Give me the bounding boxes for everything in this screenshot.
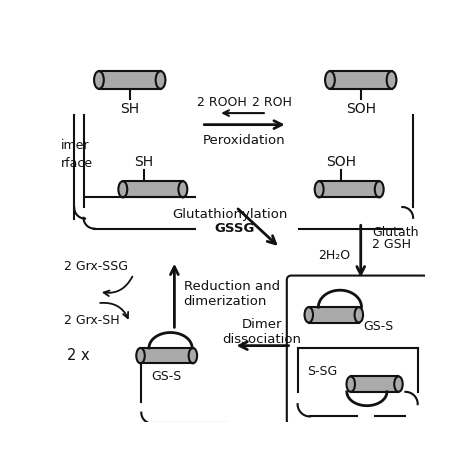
Ellipse shape	[315, 181, 324, 197]
Ellipse shape	[387, 71, 396, 89]
Ellipse shape	[346, 376, 355, 392]
Text: 2 Grx-SH: 2 Grx-SH	[64, 314, 120, 328]
Bar	[123, 181, 183, 197]
Bar	[330, 71, 392, 89]
Text: Dimer
dissociation: Dimer dissociation	[223, 318, 301, 346]
Ellipse shape	[137, 348, 145, 364]
Ellipse shape	[394, 376, 403, 392]
Text: Glutath: Glutath	[372, 226, 419, 239]
Text: 2 Grx-SSG: 2 Grx-SSG	[64, 260, 128, 273]
Text: SH: SH	[134, 155, 153, 169]
Text: imer: imer	[61, 139, 90, 152]
Ellipse shape	[325, 71, 335, 89]
Text: 2 ROOH: 2 ROOH	[197, 96, 247, 109]
Text: GS-S: GS-S	[152, 370, 182, 383]
Text: Reduction and
dimerization: Reduction and dimerization	[183, 280, 280, 308]
Text: SOH: SOH	[346, 102, 376, 116]
Text: SOH: SOH	[327, 155, 356, 169]
Ellipse shape	[189, 348, 197, 364]
Text: rface: rface	[61, 156, 93, 170]
Text: 2 GSH: 2 GSH	[372, 238, 411, 251]
Ellipse shape	[94, 71, 104, 89]
Text: Glutathionylation: Glutathionylation	[172, 208, 288, 221]
Text: SH: SH	[120, 102, 139, 116]
Bar	[99, 71, 161, 89]
Text: 2 x: 2 x	[66, 348, 89, 363]
Bar	[319, 181, 379, 197]
Text: GSSG: GSSG	[214, 222, 255, 235]
Ellipse shape	[375, 181, 383, 197]
Text: GS-S: GS-S	[363, 320, 393, 333]
Ellipse shape	[178, 181, 187, 197]
Bar	[140, 348, 193, 364]
Ellipse shape	[355, 307, 363, 322]
Bar	[309, 307, 359, 322]
Ellipse shape	[304, 307, 313, 322]
Ellipse shape	[155, 71, 165, 89]
Text: 2H₂O: 2H₂O	[318, 249, 350, 262]
Text: Peroxidation: Peroxidation	[203, 134, 286, 146]
Bar	[351, 376, 399, 392]
Ellipse shape	[118, 181, 127, 197]
Text: S-SG: S-SG	[307, 365, 337, 377]
Text: 2 ROH: 2 ROH	[252, 96, 292, 109]
